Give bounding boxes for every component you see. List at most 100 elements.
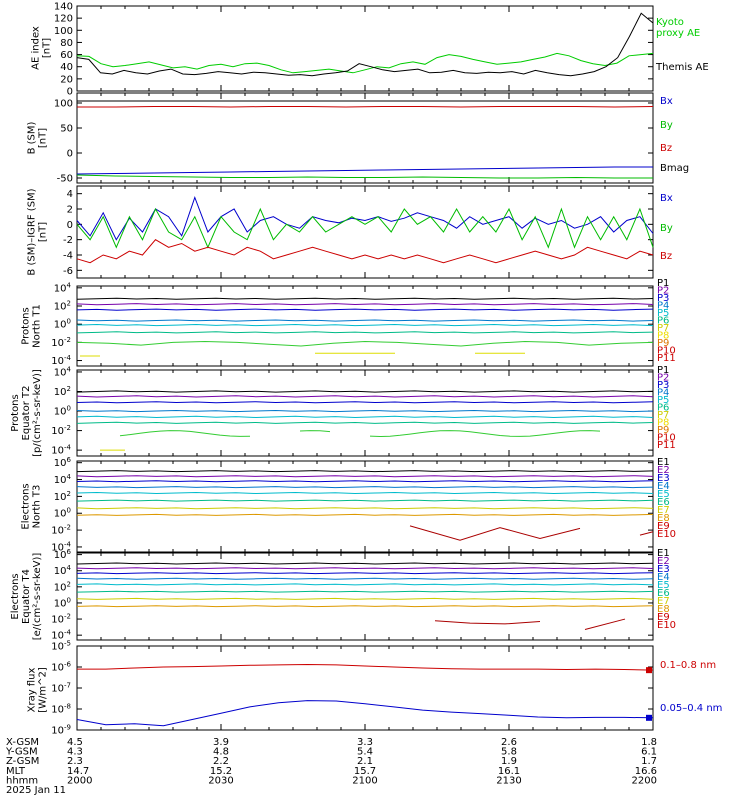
bigrf-ylabel-line: [nT] — [38, 222, 49, 242]
ee-series-line — [76, 590, 654, 593]
en-ylabel: Electrons North T3 — [21, 483, 43, 529]
en-e9-line — [639, 531, 654, 536]
legend-bigrf-bx: Bx — [660, 193, 673, 204]
bigrf-ytick-label: 4 — [67, 189, 73, 200]
pn-ytick-label: 102 — [54, 300, 71, 313]
pe-series-line — [76, 390, 654, 393]
pe-series-line — [76, 395, 654, 398]
ee-ytick-label: 100 — [54, 596, 71, 609]
ephem-hhmm-value: 2130 — [496, 775, 521, 786]
pn-legend-p5: P5 — [657, 308, 669, 319]
pe-legend-p3: P3 — [657, 380, 669, 391]
ee-ytick-label: 10-2 — [51, 613, 71, 626]
xray-ylabel-line: [W/m^2] — [38, 667, 49, 713]
pn-ylabel: Protons North T1 — [21, 304, 43, 348]
ephem-z-value: 2.2 — [213, 756, 229, 767]
bigrf-ytick-label: 2 — [67, 205, 73, 216]
legend-kyoto-line2: proxy AE — [656, 28, 700, 39]
pn-series-line — [76, 297, 654, 300]
pe-ytick-label: 102 — [54, 385, 71, 398]
pe-p7-line — [369, 430, 601, 438]
pe-legend-p1: P1 — [657, 365, 669, 376]
en-panel-frame — [76, 460, 654, 553]
ee-ytick-label: 102 — [54, 580, 71, 593]
ee-e9-line — [434, 620, 541, 625]
pe-legend-p4: P4 — [657, 388, 669, 399]
pn-ytick-label: 100 — [54, 318, 71, 331]
xray-ytick-label: 10-9 — [51, 724, 71, 737]
en-series-line — [76, 480, 654, 483]
pn-legend-p6: P6 — [657, 316, 669, 327]
bsm-ytick-label: 100 — [54, 99, 73, 110]
ae-ytick-label: 140 — [54, 2, 73, 13]
pn-legend-p9: P9 — [657, 338, 669, 349]
xray-series-line — [77, 663, 654, 671]
xray-ytick-label: 10-8 — [51, 703, 71, 716]
legend-bsm-bz: Bz — [660, 143, 672, 154]
legend-bsm-by: By — [660, 120, 673, 131]
pe-legend-p8: P8 — [657, 418, 669, 429]
en-legend-e9: E9 — [657, 521, 670, 532]
legend-bsm-bx: Bx — [660, 96, 673, 107]
en-ylabel-line: Electrons — [21, 483, 32, 529]
ee-legend-e7: E7 — [657, 596, 670, 607]
ee-ytick-label: 106 — [54, 548, 72, 561]
en-series-line — [76, 475, 654, 478]
pn-legend-p4: P4 — [657, 301, 669, 312]
pn-ytick-label: 104 — [54, 281, 72, 294]
bigrf-ytick-label: -2 — [63, 235, 73, 246]
ae-ytick-label: 0 — [67, 87, 73, 98]
pe-ylabel-line: Equator T2 — [21, 386, 32, 441]
xray-ytick-label: 10-7 — [51, 682, 71, 695]
pn-legend-p2: P2 — [657, 286, 669, 297]
ephem-hhmm-value: 2200 — [632, 775, 657, 786]
ee-ylabel-line: [e/(cm²-s-sr-keV)] — [32, 553, 43, 641]
bsm-ytick-label: 50 — [60, 124, 73, 135]
ee-series-line — [76, 567, 654, 570]
pe-series-line — [76, 421, 654, 424]
xray-long-end-marker — [646, 667, 652, 674]
ae-ytick-label: 100 — [54, 26, 73, 37]
ephem-x-value: 3.9 — [213, 737, 229, 748]
ee-series-line — [76, 577, 654, 580]
xray-ylabel-line: Xray flux — [27, 668, 38, 713]
legend-themis: Themis AE — [655, 62, 709, 73]
ee-legend-e1: E1 — [657, 548, 670, 559]
xray-ytick-label: 10-6 — [51, 661, 71, 674]
pe-legend-p11: P11 — [657, 440, 676, 451]
bigrf-series-line — [76, 196, 654, 241]
pn-legend-p3: P3 — [657, 293, 669, 304]
ephem-row-label-mlt: MLT — [6, 766, 26, 777]
ae-ytick-label: 40 — [60, 62, 73, 73]
ee-series-line — [76, 572, 654, 575]
en-legend-e5: E5 — [657, 489, 670, 500]
pn-ytick-label: 10-2 — [51, 336, 71, 349]
pe-p7-line — [119, 430, 251, 437]
en-legend-e8: E8 — [657, 513, 670, 524]
pn-legend-p8: P8 — [657, 331, 669, 342]
ee-ylabel-line: Electrons — [10, 573, 21, 619]
ephem-z-value: 2.3 — [67, 756, 83, 767]
pe-ytick-label: 10-2 — [51, 424, 71, 437]
bsm-series-line — [77, 106, 654, 108]
bigrf-ytick-label: -4 — [63, 251, 73, 262]
legend-xray-long: 0.1–0.8 nm — [660, 660, 716, 671]
pe-legend-p7: P7 — [657, 410, 669, 421]
ae-ylabel-line: [nT] — [42, 38, 53, 58]
ephem-z-value: 2.1 — [357, 756, 373, 767]
pn-panel-frame — [76, 285, 654, 367]
xray-series-line — [76, 700, 654, 727]
ephem-mlt-value: 15.7 — [354, 766, 376, 777]
pn-ylabel-line: Protons — [21, 307, 32, 344]
xray-short-end-marker — [646, 714, 652, 721]
ephem-row-label-x-gsm: X-GSM — [6, 737, 39, 748]
ephem-hhmm-value: 2100 — [352, 775, 377, 786]
pn-ylabel-line: North T1 — [32, 304, 43, 348]
ephem-mlt-value: 14.7 — [67, 766, 89, 777]
en-series-line — [76, 507, 654, 510]
bigrf-panel-frame — [76, 185, 654, 279]
ae-ylabel-line: AE index — [31, 26, 42, 70]
pn-legend-p10: P10 — [657, 346, 676, 357]
ee-panel-frame — [76, 552, 654, 641]
